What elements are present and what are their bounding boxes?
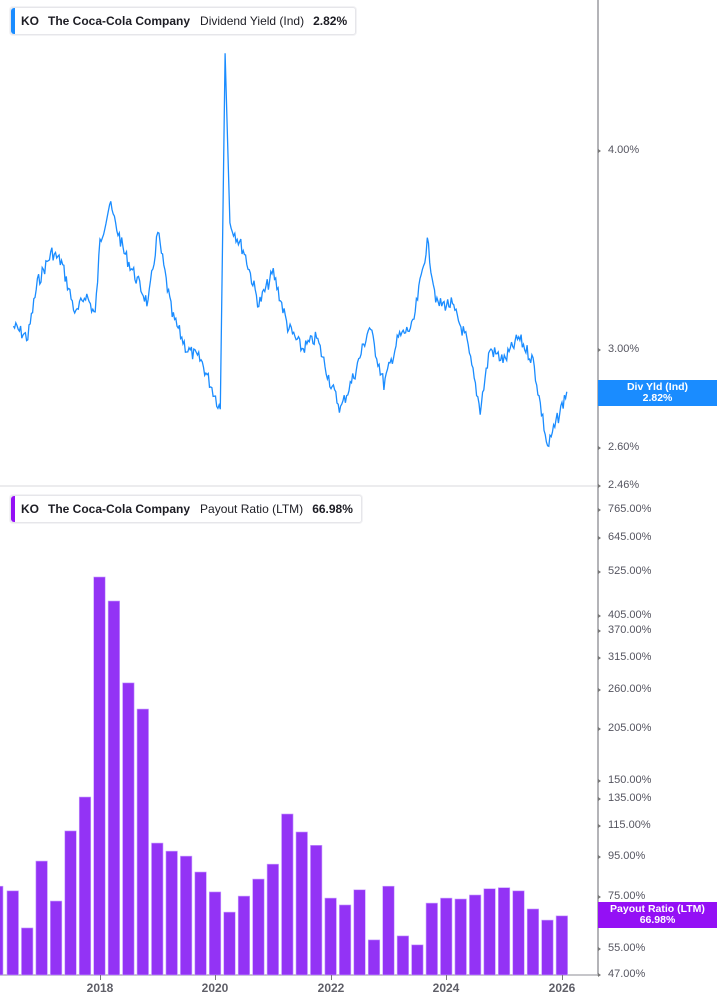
payout-bar[interactable]: [93, 576, 106, 976]
payout-bar[interactable]: [526, 908, 540, 976]
payout-bar[interactable]: [136, 708, 149, 976]
y-tick-label: 525.00%: [597, 565, 652, 577]
y-tick-label: 3.00%: [597, 343, 640, 355]
x-tick-mark: [562, 975, 563, 980]
payout-bar[interactable]: [382, 885, 395, 976]
y-tick-label: 95.00%: [597, 850, 646, 862]
payout-bar[interactable]: [6, 890, 19, 976]
metric-name: Dividend Yield (Ind): [200, 14, 305, 28]
badge-value: 2.82%: [642, 392, 673, 404]
y-tick-label: 315.00%: [597, 651, 652, 663]
payout-ratio-legend[interactable]: KO The Coca-Cola Company Payout Ratio (L…: [10, 495, 362, 523]
series-color-swatch: [11, 496, 15, 522]
x-tick-mark: [215, 975, 216, 980]
payout-bar[interactable]: [425, 902, 438, 976]
y-tick-label: 135.00%: [597, 792, 652, 804]
y-tick-label: 75.00%: [597, 890, 646, 902]
y-tick-label: 2.46%: [597, 479, 640, 491]
payout-bar[interactable]: [64, 830, 77, 976]
payout-bar[interactable]: [295, 831, 308, 976]
y-tick-label: 47.00%: [597, 968, 646, 980]
badge-label: Div Yld (Ind): [626, 381, 689, 393]
payout-bar[interactable]: [497, 887, 511, 976]
payout-bar[interactable]: [151, 842, 164, 976]
payout-bar[interactable]: [483, 888, 496, 976]
y-tick-label: 370.00%: [597, 624, 652, 636]
company-name: The Coca-Cola Company: [48, 14, 191, 28]
dividend-yield-legend[interactable]: KO The Coca-Cola Company Dividend Yield …: [10, 7, 357, 35]
payout-bar[interactable]: [165, 850, 178, 976]
y-tick-label: 645.00%: [597, 531, 652, 543]
payout-bar[interactable]: [454, 898, 467, 976]
ticker-label: KO: [21, 14, 39, 28]
payout-bar[interactable]: [209, 891, 222, 976]
y-tick-label: 260.00%: [597, 683, 652, 695]
payout-bar[interactable]: [180, 855, 193, 976]
payout-bar[interactable]: [440, 897, 453, 976]
payout-bar[interactable]: [367, 939, 381, 976]
y-tick-label: 55.00%: [597, 942, 646, 954]
metric-value: 66.98%: [312, 502, 353, 516]
dividend-yield-line: [12, 53, 568, 448]
payout-bar[interactable]: [469, 894, 482, 976]
payout-bar[interactable]: [35, 860, 48, 976]
payout-bar[interactable]: [396, 935, 409, 976]
badge-value: 66.98%: [639, 914, 676, 926]
payout-bar[interactable]: [194, 871, 207, 976]
payout-bar[interactable]: [324, 897, 337, 976]
x-tick-mark: [100, 975, 101, 980]
metric-value: 2.82%: [313, 14, 348, 28]
y-tick-label: 4.00%: [597, 144, 640, 156]
x-tick-label: 2026: [548, 981, 576, 995]
metric-name: Payout Ratio (LTM): [200, 502, 304, 516]
x-tick-mark: [331, 975, 332, 980]
payout-ratio-bars: [0, 576, 568, 976]
x-tick-label: 2018: [86, 981, 114, 995]
company-name: The Coca-Cola Company: [48, 502, 191, 516]
payout-bar[interactable]: [21, 927, 34, 976]
payout-bar[interactable]: [310, 845, 323, 976]
payout-bar[interactable]: [353, 889, 366, 976]
payout-bar[interactable]: [541, 919, 554, 976]
payout-bar[interactable]: [0, 885, 4, 976]
dividend-yield-value-badge: Div Yld (Ind) 2.82%: [598, 380, 717, 406]
y-tick-label: 115.00%: [598, 819, 651, 831]
y-tick-label: 2.60%: [597, 441, 640, 453]
payout-bar[interactable]: [555, 915, 568, 976]
payout-bar[interactable]: [122, 682, 135, 976]
y-axis-line: [597, 0, 599, 976]
y-tick-label: 205.00%: [597, 722, 652, 734]
payout-bar[interactable]: [281, 813, 294, 976]
series-color-swatch: [11, 8, 15, 34]
payout-bar[interactable]: [252, 878, 265, 976]
payout-bar[interactable]: [237, 895, 250, 976]
payout-bar[interactable]: [411, 944, 424, 976]
payout-bar[interactable]: [107, 600, 120, 976]
y-tick-label: 765.00%: [597, 503, 652, 515]
payout-bar[interactable]: [266, 863, 279, 976]
x-tick-label: 2024: [432, 981, 460, 995]
payout-bar[interactable]: [50, 900, 63, 976]
y-tick-label: 405.00%: [597, 609, 652, 621]
y-tick-label: 150.00%: [597, 774, 652, 786]
badge-label: Payout Ratio (LTM): [610, 903, 705, 915]
payout-bar[interactable]: [512, 890, 525, 976]
payout-ratio-value-badge: Payout Ratio (LTM) 66.98%: [598, 902, 717, 928]
x-tick-mark: [446, 975, 447, 980]
payout-bar[interactable]: [223, 911, 236, 976]
payout-bar[interactable]: [78, 796, 92, 976]
x-tick-label: 2020: [201, 981, 229, 995]
payout-bar[interactable]: [339, 904, 352, 976]
x-tick-label: 2022: [317, 981, 345, 995]
ticker-label: KO: [21, 502, 39, 516]
